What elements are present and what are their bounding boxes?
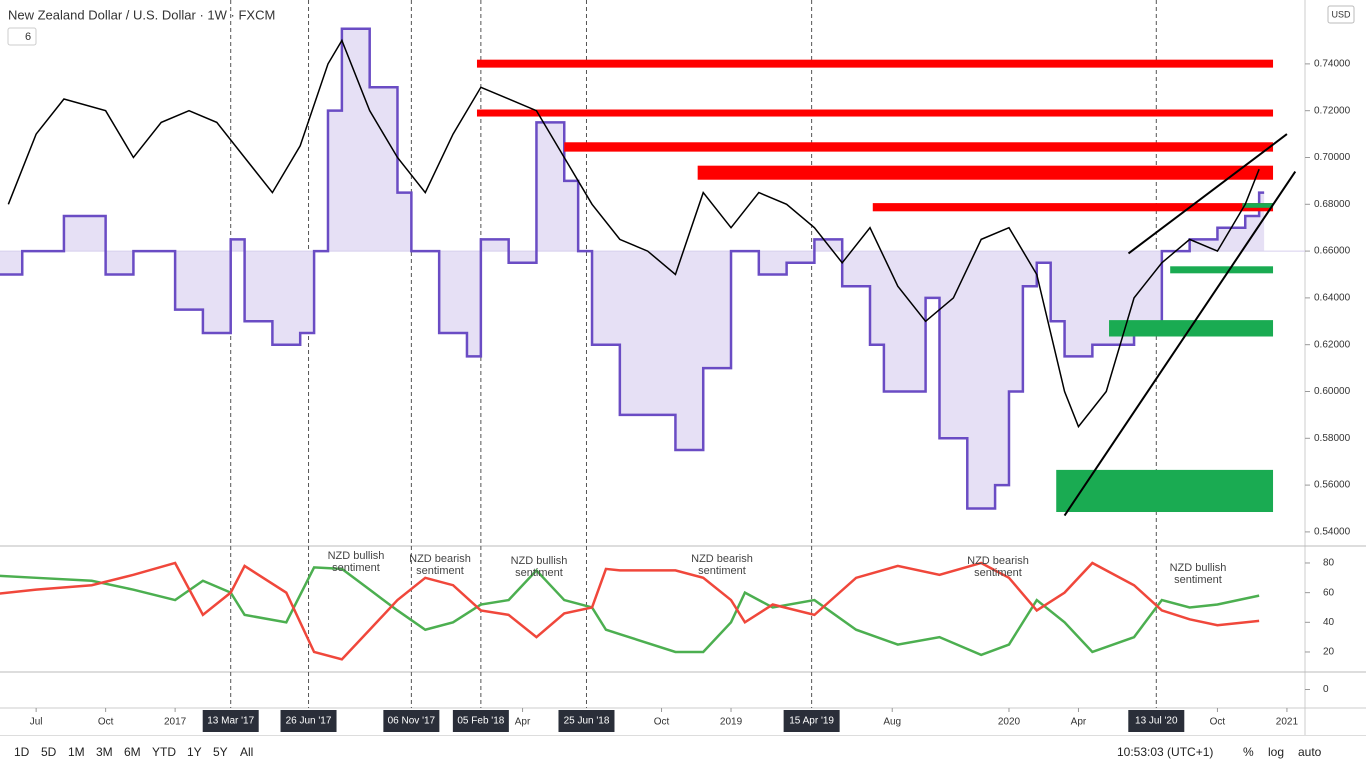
range-button[interactable]: 3M (96, 745, 113, 759)
annotation-line: NZD bearish (967, 555, 1029, 567)
bottom-toolbar: 1D 5D 1M 3M 6M YTD 1Y 5Y All 10:53:03 (UTC+1)% log… (0, 735, 1366, 769)
range-button[interactable]: 5D (41, 745, 57, 759)
x-tick-label: Oct (1210, 717, 1226, 728)
marker-label-box (558, 710, 615, 732)
annotation-line: sentiment (515, 567, 563, 579)
price-line (7, 38, 1260, 429)
range-button[interactable]: 1M (68, 745, 85, 759)
y-tick-label: 0.58000 (1314, 433, 1351, 444)
marker-label-box (383, 710, 440, 732)
annotation: NZD bullish sentiment (511, 555, 568, 579)
oscillator-line (0, 561, 1260, 661)
y-tick-label: 0.60000 (1314, 386, 1351, 397)
annotation-line: NZD bearish (691, 553, 753, 565)
log-toggle[interactable]: log (1268, 745, 1285, 759)
x-tick-label: 2020 (998, 717, 1021, 728)
chart-title: New Zealand Dollar / U.S. Dollar · 1W · … (8, 7, 275, 22)
range-button[interactable]: 5Y (213, 745, 228, 759)
x-tick-label: Oct (654, 717, 670, 728)
y-tick-label: 0.56000 (1314, 480, 1351, 491)
marker-label-box (1128, 710, 1185, 732)
trendline (1063, 170, 1297, 517)
annotation: NZD bearish sentiment (691, 553, 753, 577)
sentiment-area (0, 28, 1265, 509)
y-tick-label: 0.66000 (1314, 246, 1351, 257)
annotation-line: sentiment (974, 567, 1022, 579)
y-tick-label: 0.68000 (1314, 199, 1351, 210)
zone (1242, 203, 1274, 208)
indicator-count: 6 (25, 31, 31, 43)
marker-label-box (202, 710, 259, 732)
marker-label: 13 Mar '17 (207, 716, 254, 727)
x-tick-label: Apr (515, 717, 531, 728)
marker-label-box (452, 710, 509, 732)
marker-label: 05 Feb '18 (457, 716, 504, 727)
y-tick-label: 0.70000 (1314, 152, 1351, 163)
marker-label: 26 Jun '17 (286, 716, 332, 727)
annotation-line: sentiment (698, 565, 746, 577)
annotation-line: sentiment (416, 565, 464, 577)
currency: USD (1331, 9, 1351, 19)
percent-toggle[interactable]: % (1243, 745, 1254, 759)
range-button[interactable]: YTD (152, 745, 176, 759)
x-tick-label: Aug (883, 717, 901, 728)
y-tick-label: 20 (1323, 647, 1335, 658)
x-tick-label: 2017 (164, 717, 187, 728)
zone (476, 109, 1274, 117)
zone (1056, 469, 1274, 513)
chart: New Zealand Dollar / U.S. Dollar · 1W · … (0, 0, 1366, 735)
indicator-toggle[interactable] (7, 27, 37, 46)
zone (1170, 266, 1274, 274)
annotation-line: sentiment (1174, 574, 1222, 586)
marker-label-box (280, 710, 337, 732)
currency-badge (1327, 5, 1355, 24)
annotation-line: sentiment (332, 562, 380, 574)
trendline (1127, 133, 1288, 255)
annotation-line: NZD bullish (511, 555, 568, 567)
x-tick-label: Apr (1071, 717, 1087, 728)
y-tick-label: 0.72000 (1314, 105, 1351, 116)
range-button[interactable]: 6M (124, 745, 141, 759)
x-tick-label: 2019 (720, 717, 743, 728)
annotation-line: NZD bullish (1170, 562, 1227, 574)
y-tick-label: 0.54000 (1314, 527, 1351, 538)
marker-label: 06 Nov '17 (388, 716, 436, 727)
range-button[interactable]: All (240, 745, 254, 759)
annotation: NZD bearish sentiment (409, 553, 471, 577)
x-tick-label: Jul (30, 717, 43, 728)
x-tick-label: 2021 (1276, 717, 1299, 728)
marker-label: 25 Jun '18 (564, 716, 610, 727)
x-tick-label: Oct (98, 717, 114, 728)
zone (476, 59, 1274, 68)
y-tick-label: 0 (1323, 684, 1329, 695)
y-tick-label: 40 (1323, 617, 1335, 628)
zone (872, 203, 1274, 212)
annotation: NZD bullish sentiment (328, 550, 385, 574)
y-tick-label: 0.62000 (1314, 339, 1351, 350)
zone (697, 165, 1274, 180)
annotation: NZD bearish sentiment (967, 555, 1029, 579)
oscillator-line (0, 566, 1260, 657)
zone (564, 142, 1274, 152)
y-tick-label: 0.74000 (1314, 59, 1351, 70)
y-tick-label: 80 (1323, 558, 1335, 569)
range-button[interactable]: 1Y (187, 745, 202, 759)
marker-label: 13 Jul '20 (1135, 716, 1178, 727)
range-button[interactable]: 1D (14, 745, 30, 759)
annotation: NZD bullish sentiment (1170, 562, 1227, 586)
auto-toggle[interactable]: auto (1298, 745, 1322, 759)
annotation-line: NZD bearish (409, 553, 471, 565)
clock: 10:53:03 (UTC+1) (1117, 745, 1214, 759)
marker-label-box (783, 710, 840, 732)
y-tick-label: 0.64000 (1314, 293, 1351, 304)
y-tick-label: 60 (1323, 587, 1335, 598)
marker-label: 15 Apr '19 (789, 716, 834, 727)
annotation-line: NZD bullish (328, 550, 385, 562)
sentiment-line (0, 27, 1265, 510)
